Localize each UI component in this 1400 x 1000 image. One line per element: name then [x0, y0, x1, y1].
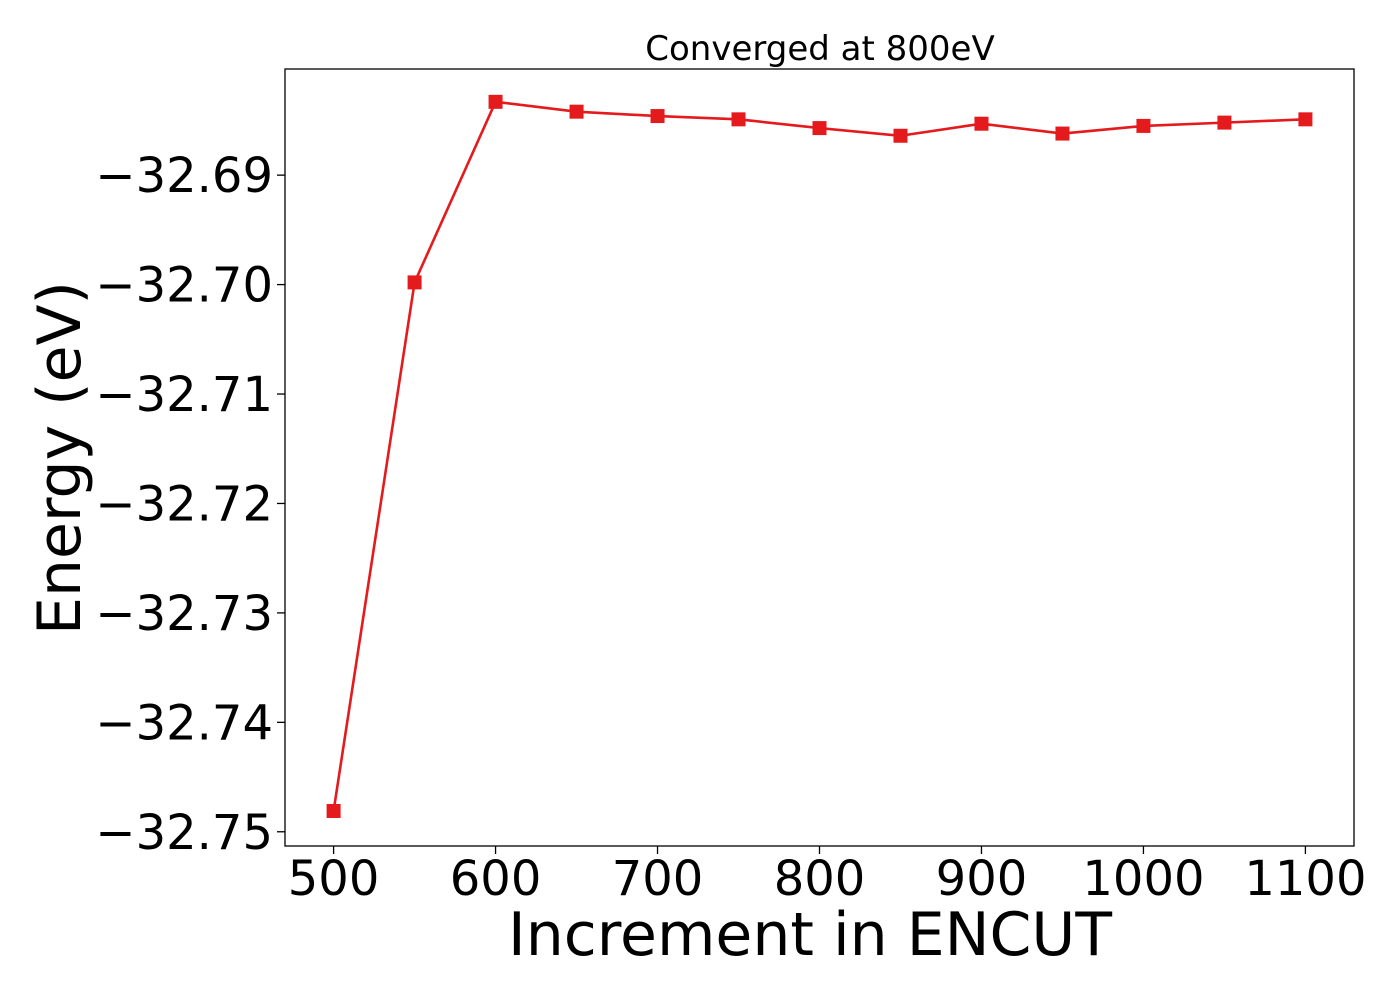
data-point-marker	[1298, 112, 1313, 127]
x-tick-label: 900	[936, 851, 1028, 907]
data-point-marker	[1136, 118, 1151, 133]
x-axis-label: Increment in ENCUT	[508, 900, 1112, 970]
data-point-marker	[407, 275, 422, 290]
y-axis-ticks: −32.69 −32.70 −32.71 −32.72 −32.73 −32.74 −32.…	[95, 148, 285, 861]
x-tick-label: 1100	[1244, 851, 1366, 907]
data-point-marker	[974, 116, 989, 131]
y-tick-label: −32.75	[95, 805, 273, 861]
data-point-marker	[488, 94, 503, 109]
series-line	[332, 100, 1306, 812]
y-tick-label: −32.71	[95, 367, 273, 423]
y-tick-label: −32.73	[95, 586, 273, 642]
y-tick-label: −32.74	[95, 695, 273, 751]
data-point-marker	[812, 121, 827, 136]
y-tick-label: −32.70	[95, 258, 273, 314]
series-layer	[326, 94, 1313, 818]
data-point-marker	[893, 128, 908, 143]
y-axis-label: Energy (eV)	[25, 281, 95, 635]
data-point-marker	[1055, 126, 1070, 141]
data-point-marker	[650, 109, 665, 124]
data-point-marker	[569, 104, 584, 119]
data-point-marker	[731, 112, 746, 127]
x-tick-label: 700	[612, 851, 704, 907]
data-point-marker	[326, 803, 341, 818]
data-point-marker	[1217, 115, 1232, 130]
y-tick-label: −32.72	[95, 476, 273, 532]
chart-title: Converged at 800eV	[645, 29, 994, 69]
x-tick-label: 1000	[1082, 851, 1204, 907]
plot-area-frame	[284, 68, 1355, 847]
x-axis-ticks: 500 600 700 800 900 1000 1100	[288, 846, 1366, 907]
x-tick-label: 600	[450, 851, 542, 907]
x-tick-label: 800	[774, 851, 866, 907]
x-tick-label: 500	[288, 851, 380, 907]
y-tick-label: −32.69	[95, 148, 273, 204]
